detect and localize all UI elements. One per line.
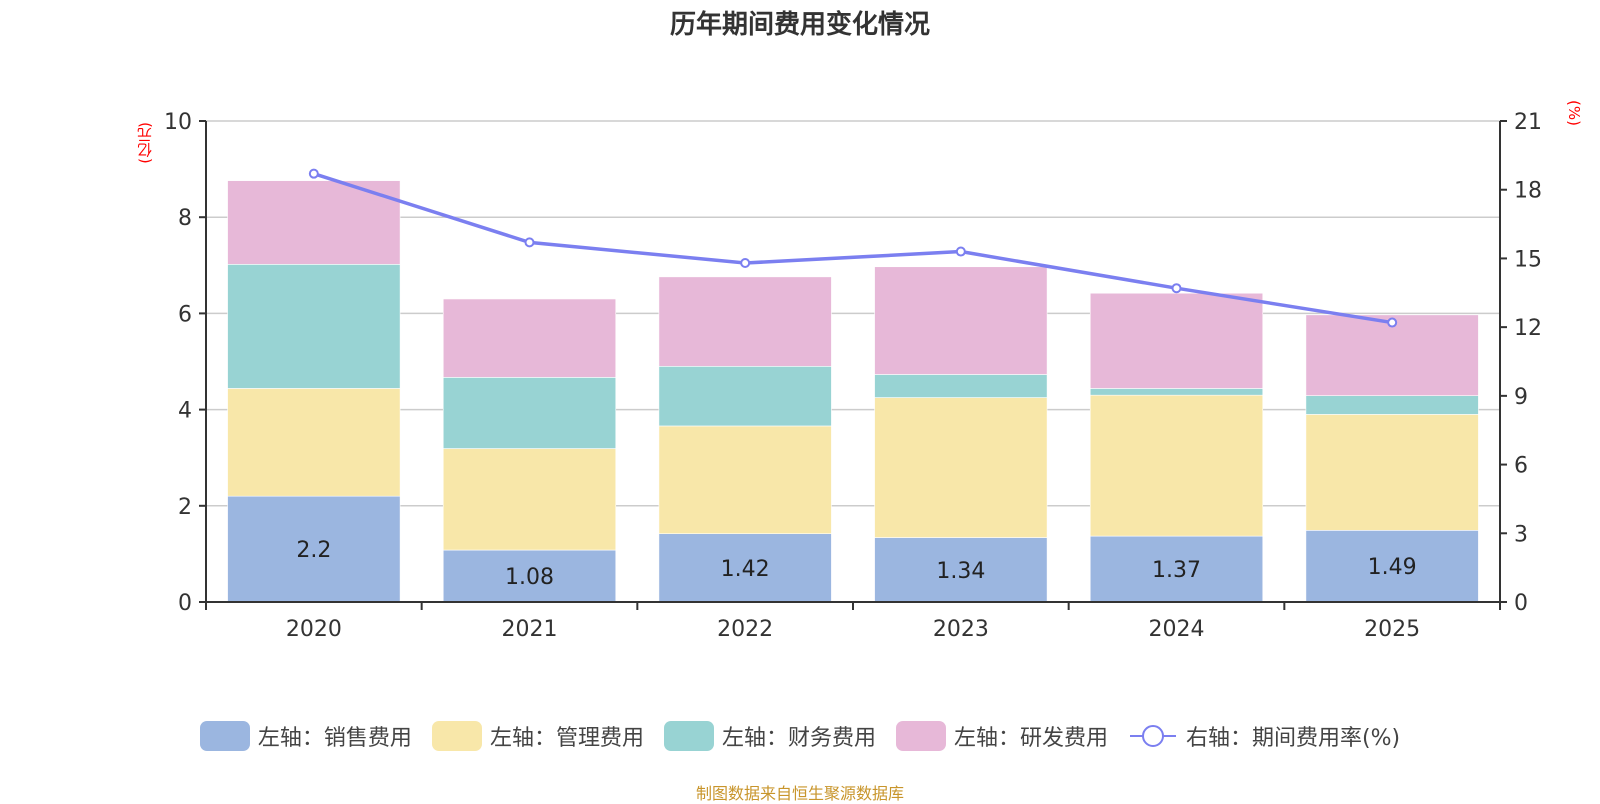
legend-swatch-admin (431, 721, 482, 751)
bar-segment-1 (1305, 530, 1479, 603)
rate-point (955, 246, 966, 257)
bar-segment-2 (227, 388, 401, 497)
right-axis-tick-label: 3 (1514, 522, 1528, 547)
x-axis-tick-label: 2021 (502, 617, 558, 642)
right-axis-tick-label: 18 (1514, 179, 1542, 204)
legend-item-rate[interactable]: 右轴：期间费用率(%) (1128, 720, 1400, 752)
rate-point (308, 168, 319, 179)
x-axis-tick-label: 2024 (1149, 617, 1205, 642)
bar-segment-2 (442, 448, 617, 551)
bar-segment-1 (658, 533, 832, 603)
bar-segment-3 (442, 377, 617, 449)
bar-segment-3 (1089, 388, 1264, 396)
bar-segment-1 (227, 495, 401, 603)
bar-data-label: 2.2 (296, 538, 331, 563)
right-axis-tick-label: 12 (1514, 316, 1542, 341)
bar-segment-4 (874, 266, 1048, 375)
bar-data-label: 1.34 (936, 559, 985, 584)
left-axis-tick-label: 6 (178, 302, 192, 327)
left-axis-tick-label: 8 (178, 206, 192, 231)
legend-label-rate: 右轴：期间费用率(%) (1185, 726, 1401, 751)
right-axis-tick-label: 21 (1514, 110, 1542, 135)
right-axis-tick-label: 9 (1514, 385, 1528, 410)
data-source-footer: 制图数据来自恒生聚源数据库 (695, 784, 904, 803)
rate-point (524, 237, 535, 248)
legend-swatch-finance (663, 721, 714, 751)
rate-point (1387, 317, 1398, 328)
rate-line (313, 172, 1393, 325)
x-axis-tick-label: 2025 (1364, 617, 1420, 642)
bar-segment-4 (1305, 314, 1479, 396)
bar-data-label: 1.49 (1368, 555, 1417, 580)
bar-segment-3 (1305, 395, 1479, 415)
x-axis-tick-label: 2023 (933, 617, 989, 642)
bar-segment-1 (442, 549, 617, 603)
bar-segment-3 (658, 366, 832, 427)
legend-label-sales: 左轴：销售费用 (257, 726, 412, 751)
bar-segment-2 (658, 425, 832, 534)
right-axis-tick-label: 6 (1514, 454, 1528, 479)
bar-data-label: 1.42 (721, 557, 770, 582)
legend-item-finance[interactable]: 左轴：财务费用 (663, 720, 876, 752)
legend-item-sales[interactable]: 左轴：销售费用 (199, 720, 412, 752)
legend-line-circle-icon (1129, 725, 1176, 747)
left-axis-tick-label: 0 (178, 591, 192, 616)
legend-item-admin[interactable]: 左轴：管理费用 (431, 720, 644, 752)
legend-item-rnd[interactable]: 左轴：研发费用 (895, 720, 1108, 752)
bar-segment-4 (227, 180, 401, 265)
bar-segment-1 (1089, 535, 1264, 603)
left-axis-tick-label: 4 (178, 399, 192, 424)
bar-segment-4 (442, 298, 617, 378)
bar-segment-4 (658, 276, 832, 367)
bar-segment-2 (874, 397, 1048, 538)
bar-segment-3 (874, 374, 1048, 398)
left-axis-tick-label: 10 (164, 110, 192, 135)
bar-data-label: 1.08 (505, 565, 554, 590)
bar-segment-3 (227, 264, 401, 389)
right-axis-unit-label: (%) (1565, 100, 1583, 126)
right-axis-tick-label: 15 (1514, 247, 1542, 272)
bar-data-label: 1.37 (1152, 558, 1201, 583)
bar-segment-2 (1305, 414, 1479, 531)
chart-title: 历年期间费用变化情况 (669, 10, 930, 40)
rate-point (740, 258, 751, 269)
x-axis-tick-label: 2020 (286, 617, 342, 642)
legend-label-admin: 左轴：管理费用 (489, 726, 644, 751)
left-axis-tick-label: 2 (178, 495, 192, 520)
legend-swatch-rnd (895, 721, 946, 751)
right-axis-tick-label: 0 (1514, 591, 1528, 616)
legend-label-finance: 左轴：财务费用 (721, 726, 876, 751)
legend: 左轴：销售费用 左轴：管理费用 左轴：财务费用 左轴：研发费用 右轴：期间费用率… (0, 720, 1600, 752)
rate-point (1171, 283, 1182, 294)
legend-label-rnd: 左轴：研发费用 (953, 726, 1108, 751)
bar-segment-4 (1089, 292, 1264, 389)
x-axis-tick-label: 2022 (717, 617, 773, 642)
legend-swatch-sales (199, 721, 250, 751)
bar-segment-2 (1089, 394, 1264, 537)
